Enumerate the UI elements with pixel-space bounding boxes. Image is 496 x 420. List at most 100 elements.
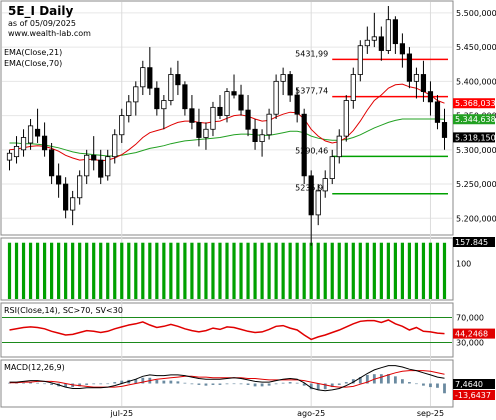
candle-up — [126, 101, 132, 116]
volume-bar — [35, 242, 40, 299]
candle-up — [371, 36, 377, 41]
price-tick-label: 5.400,000 — [456, 77, 496, 86]
candle-up — [315, 190, 321, 216]
candle-up — [77, 175, 83, 199]
price-tag — [453, 98, 495, 109]
macd-hist-bar — [92, 383, 96, 385]
volume-bar — [155, 242, 159, 299]
macd-hist-bar — [337, 383, 341, 385]
volume-bar — [379, 242, 383, 299]
rsi-line — [9, 319, 445, 341]
candle-down — [406, 53, 413, 82]
volume-bar — [99, 242, 103, 299]
volume-bar — [218, 242, 222, 299]
price-tag — [453, 132, 495, 143]
candle-up — [224, 91, 230, 116]
volume-bar — [57, 242, 61, 299]
candle-down — [217, 106, 223, 116]
macd-hist-bar — [267, 383, 271, 386]
candle-up — [322, 178, 328, 192]
volume-bar — [85, 242, 89, 299]
volume-bar — [260, 242, 264, 299]
macd-signal-tag — [453, 390, 495, 400]
price-tag-label: 5.344,638 — [455, 115, 496, 124]
volume-bar — [372, 242, 376, 299]
candle-down — [252, 128, 258, 142]
rsi-pane — [0, 302, 454, 358]
macd-hist-bar — [183, 382, 187, 384]
macd-hist-bar — [295, 382, 299, 384]
macd-series — [8, 365, 446, 394]
macd-hist-bar — [309, 383, 313, 390]
candle-down — [56, 175, 62, 185]
candle-up — [203, 128, 209, 138]
candle-down — [308, 175, 314, 216]
candle-up — [273, 80, 279, 115]
macd-hist-bar — [260, 383, 264, 387]
volume-bar — [64, 242, 68, 299]
candle-down — [420, 74, 427, 93]
volume-bar — [316, 242, 320, 299]
watermark: www.wealth-lab.com — [8, 29, 91, 38]
candle-up — [259, 134, 265, 142]
candle-up — [343, 100, 349, 137]
macd-hist-bar — [78, 383, 82, 387]
volume-bar — [190, 242, 194, 299]
candle-down — [238, 94, 244, 111]
legend-macd: MACD(12,26,9) — [4, 363, 65, 372]
volume-bar — [169, 242, 173, 299]
volume-bar — [442, 242, 447, 299]
macd-hist-bar — [344, 382, 348, 384]
price-tick-label: 5.450,000 — [456, 43, 496, 52]
candle-up — [105, 156, 111, 177]
candle-up — [168, 74, 174, 101]
volume-bar — [148, 242, 152, 299]
volume-bar — [106, 242, 110, 299]
price-tag-label: 5.368,033 — [455, 99, 496, 108]
macd-hist-bar — [204, 383, 208, 386]
macd-hist-bar — [436, 383, 439, 388]
price-tick-label: 5.250,000 — [456, 180, 496, 189]
volume-bar — [176, 242, 180, 299]
candle-down — [427, 91, 434, 103]
volume-bar — [14, 242, 19, 299]
volume-bar — [211, 242, 215, 299]
chart-title: 5E_I Daily — [8, 4, 73, 19]
macd-hist-bar — [379, 374, 383, 384]
volume-bar — [414, 242, 419, 299]
rsi-tick-label: 30,000 — [456, 339, 484, 348]
macd-hist-bar — [316, 383, 320, 390]
macd-hist-bar — [323, 383, 327, 390]
candle-down — [287, 74, 293, 96]
macd-hist-bar — [141, 377, 145, 384]
macd-hist-bar — [29, 382, 32, 384]
volume-bar — [197, 242, 201, 299]
volume-bar — [309, 242, 313, 299]
price-tick-label: 5.300,000 — [456, 146, 496, 155]
volume-bar — [428, 242, 433, 299]
candlesticks — [6, 6, 448, 246]
macd-hist-bar — [400, 379, 404, 384]
volume-bar — [323, 242, 327, 299]
candle-up — [266, 113, 272, 136]
legend-ema21: EMA(Close,21) — [4, 48, 62, 57]
candle-up — [84, 154, 90, 177]
rsi-tick-label: 70,000 — [456, 314, 484, 323]
volume-bar — [407, 242, 412, 299]
macd-hist-bar — [218, 383, 222, 385]
volume-bar — [421, 242, 426, 299]
candle-up — [20, 137, 27, 151]
candle-up — [112, 134, 118, 158]
macd-hist-bar — [386, 374, 390, 384]
macd-hist-bar — [22, 382, 25, 384]
candle-down — [182, 84, 188, 110]
macd-hist-bar — [281, 382, 285, 384]
macd-line — [9, 365, 445, 392]
candle-up — [133, 86, 139, 103]
macd-hist-bar — [422, 383, 425, 386]
candle-up — [210, 106, 216, 130]
candle-up — [280, 74, 286, 82]
macd-hist-bar — [415, 383, 418, 385]
